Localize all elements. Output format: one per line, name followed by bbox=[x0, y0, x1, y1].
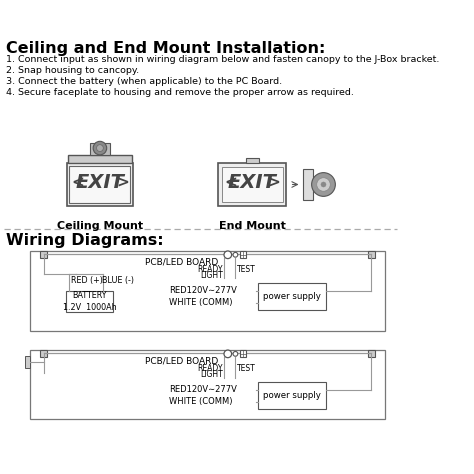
Text: Wiring Diagrams:: Wiring Diagrams: bbox=[6, 233, 164, 248]
Text: Ceiling Mount: Ceiling Mount bbox=[57, 221, 143, 231]
Bar bbox=[222, 167, 283, 202]
Text: TEST: TEST bbox=[237, 265, 256, 274]
Text: EXIT: EXIT bbox=[228, 173, 277, 192]
Text: <: < bbox=[224, 175, 237, 190]
Bar bbox=[258, 283, 326, 310]
Circle shape bbox=[93, 141, 107, 155]
Text: BLUE (-): BLUE (-) bbox=[101, 276, 134, 285]
Circle shape bbox=[233, 352, 238, 356]
Bar bbox=[246, 158, 259, 164]
Text: 3. Connect the battery (when applicable) to the PC Board.: 3. Connect the battery (when applicable)… bbox=[6, 77, 282, 86]
Bar bbox=[258, 382, 326, 409]
Text: TEST: TEST bbox=[237, 364, 256, 373]
Bar bbox=[367, 251, 375, 258]
Text: EXIT: EXIT bbox=[75, 173, 124, 192]
Circle shape bbox=[321, 182, 326, 187]
Bar bbox=[66, 291, 113, 311]
Text: power supply: power supply bbox=[263, 292, 321, 301]
Bar bbox=[40, 350, 47, 357]
Bar bbox=[219, 164, 286, 206]
Text: >: > bbox=[116, 175, 129, 190]
Text: PCB/LED BOARD: PCB/LED BOARD bbox=[146, 356, 219, 365]
Bar bbox=[26, 356, 30, 368]
Text: End Mount: End Mount bbox=[219, 221, 286, 231]
Circle shape bbox=[311, 173, 335, 196]
Bar bbox=[303, 169, 313, 200]
Circle shape bbox=[317, 178, 330, 191]
Text: <: < bbox=[71, 175, 84, 190]
Text: WHITE (COMM): WHITE (COMM) bbox=[169, 397, 233, 406]
Text: BATTERY
1.2V  1000Ah: BATTERY 1.2V 1000Ah bbox=[63, 291, 117, 312]
Text: >: > bbox=[267, 175, 280, 190]
Bar bbox=[30, 251, 385, 331]
Bar bbox=[367, 350, 375, 357]
Bar bbox=[30, 350, 385, 419]
Text: 4. Secure faceplate to housing and remove the proper arrow as required.: 4. Secure faceplate to housing and remov… bbox=[6, 88, 354, 97]
Text: 2. Snap housing to cancopy.: 2. Snap housing to cancopy. bbox=[6, 66, 139, 75]
Circle shape bbox=[224, 350, 232, 358]
Circle shape bbox=[233, 253, 238, 257]
Bar bbox=[240, 251, 246, 258]
Text: WHITE (COMM): WHITE (COMM) bbox=[169, 298, 233, 307]
Text: READY: READY bbox=[197, 265, 223, 274]
Bar bbox=[67, 164, 133, 206]
Text: RED (+): RED (+) bbox=[71, 276, 103, 285]
Circle shape bbox=[224, 251, 232, 259]
Text: READY: READY bbox=[197, 364, 223, 373]
Bar bbox=[240, 350, 246, 357]
Text: LIGHT: LIGHT bbox=[200, 370, 223, 379]
Bar bbox=[68, 155, 132, 164]
Bar bbox=[40, 251, 47, 258]
Circle shape bbox=[97, 145, 103, 152]
Text: PCB/LED BOARD: PCB/LED BOARD bbox=[146, 257, 219, 266]
Text: Ceiling and End Mount Installation:: Ceiling and End Mount Installation: bbox=[6, 41, 325, 55]
Bar bbox=[69, 166, 130, 203]
Text: LIGHT: LIGHT bbox=[200, 271, 223, 280]
Text: RED120V∼277V: RED120V∼277V bbox=[169, 286, 237, 295]
Bar bbox=[90, 143, 110, 155]
Text: RED120V∼277V: RED120V∼277V bbox=[169, 385, 237, 394]
Text: 1. Connect input as shown in wiring diagram below and fasten canopy to the J-Box: 1. Connect input as shown in wiring diag… bbox=[6, 55, 439, 64]
Text: power supply: power supply bbox=[263, 391, 321, 400]
